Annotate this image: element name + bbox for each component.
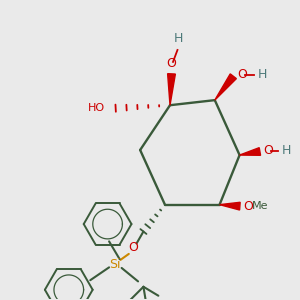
Text: H: H: [173, 32, 183, 45]
Text: O: O: [237, 68, 247, 81]
Text: O: O: [263, 144, 273, 158]
Text: O: O: [167, 57, 176, 70]
Polygon shape: [240, 148, 261, 155]
Text: O: O: [243, 200, 253, 213]
Polygon shape: [168, 74, 176, 105]
Text: HO: HO: [88, 103, 105, 112]
Polygon shape: [215, 74, 236, 100]
Text: Me: Me: [252, 201, 268, 211]
Text: Si: Si: [109, 258, 121, 271]
Polygon shape: [220, 202, 240, 210]
Text: H: H: [282, 144, 291, 158]
Text: O: O: [128, 242, 138, 254]
Text: H: H: [258, 68, 267, 81]
